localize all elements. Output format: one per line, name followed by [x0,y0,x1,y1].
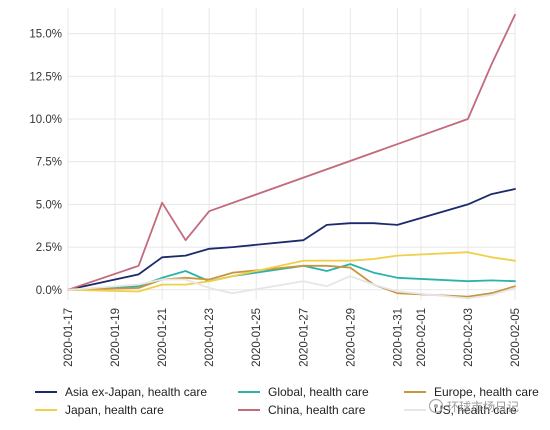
x-axis-ticks: 2020-01-17 2020-01-19 2020-01-21 2020-01-23… [63,308,522,367]
watermark: 环球市场日记 [428,398,519,414]
x-tick-label: 2020-01-23 [204,308,216,367]
series-line-4 [67,251,516,293]
legend-label: US, health care [434,403,517,417]
x-tick-label: 2020-01-19 [110,308,122,367]
series-line-5 [67,13,516,291]
y-tick-label: 0.0% [36,285,62,297]
x-tick-label: 2020-01-21 [157,308,169,367]
y-tick-label: 2.5% [36,242,62,254]
y-axis-ticks: 0.0% 2.5% 5.0% 7.5% 10.0% 12.5% 15.0% [29,29,62,297]
y-tick-label: 15.0% [29,29,62,41]
y-tick-label: 10.0% [29,114,62,126]
series-line-2 [67,263,516,291]
legend-label: Europe, health care [434,385,539,399]
legend-label: Asia ex-Japan, health care [65,385,207,399]
series-line-1 [67,188,516,291]
watermark-text: 环球市场日记 [447,399,519,414]
x-tick-label: 2020-01-25 [251,308,263,367]
y-tick-label: 5.0% [36,199,62,211]
x-tick-label: 2020-02-05 [510,308,522,367]
x-tick-label: 2020-02-01 [416,308,428,367]
series-lines [67,13,516,300]
series-line-6 [67,275,516,300]
x-tick-label: 2020-01-27 [298,308,310,367]
watermark-logo-icon [428,398,444,414]
y-tick-label: 7.5% [36,157,62,169]
legend: Asia ex-Japan, health care Global, health… [35,385,539,417]
legend-label: China, health care [268,403,366,417]
legend-label: Japan, health care [65,403,164,417]
legend-label: Global, health care [268,385,369,399]
x-tick-label: 2020-01-17 [63,308,75,367]
x-tick-label: 2020-01-31 [392,308,404,367]
y-tick-label: 12.5% [29,71,62,83]
gridlines [67,8,516,300]
x-tick-label: 2020-01-29 [345,308,357,367]
x-tick-label: 2020-02-03 [463,308,475,367]
watermark-logo-dot [434,404,438,408]
